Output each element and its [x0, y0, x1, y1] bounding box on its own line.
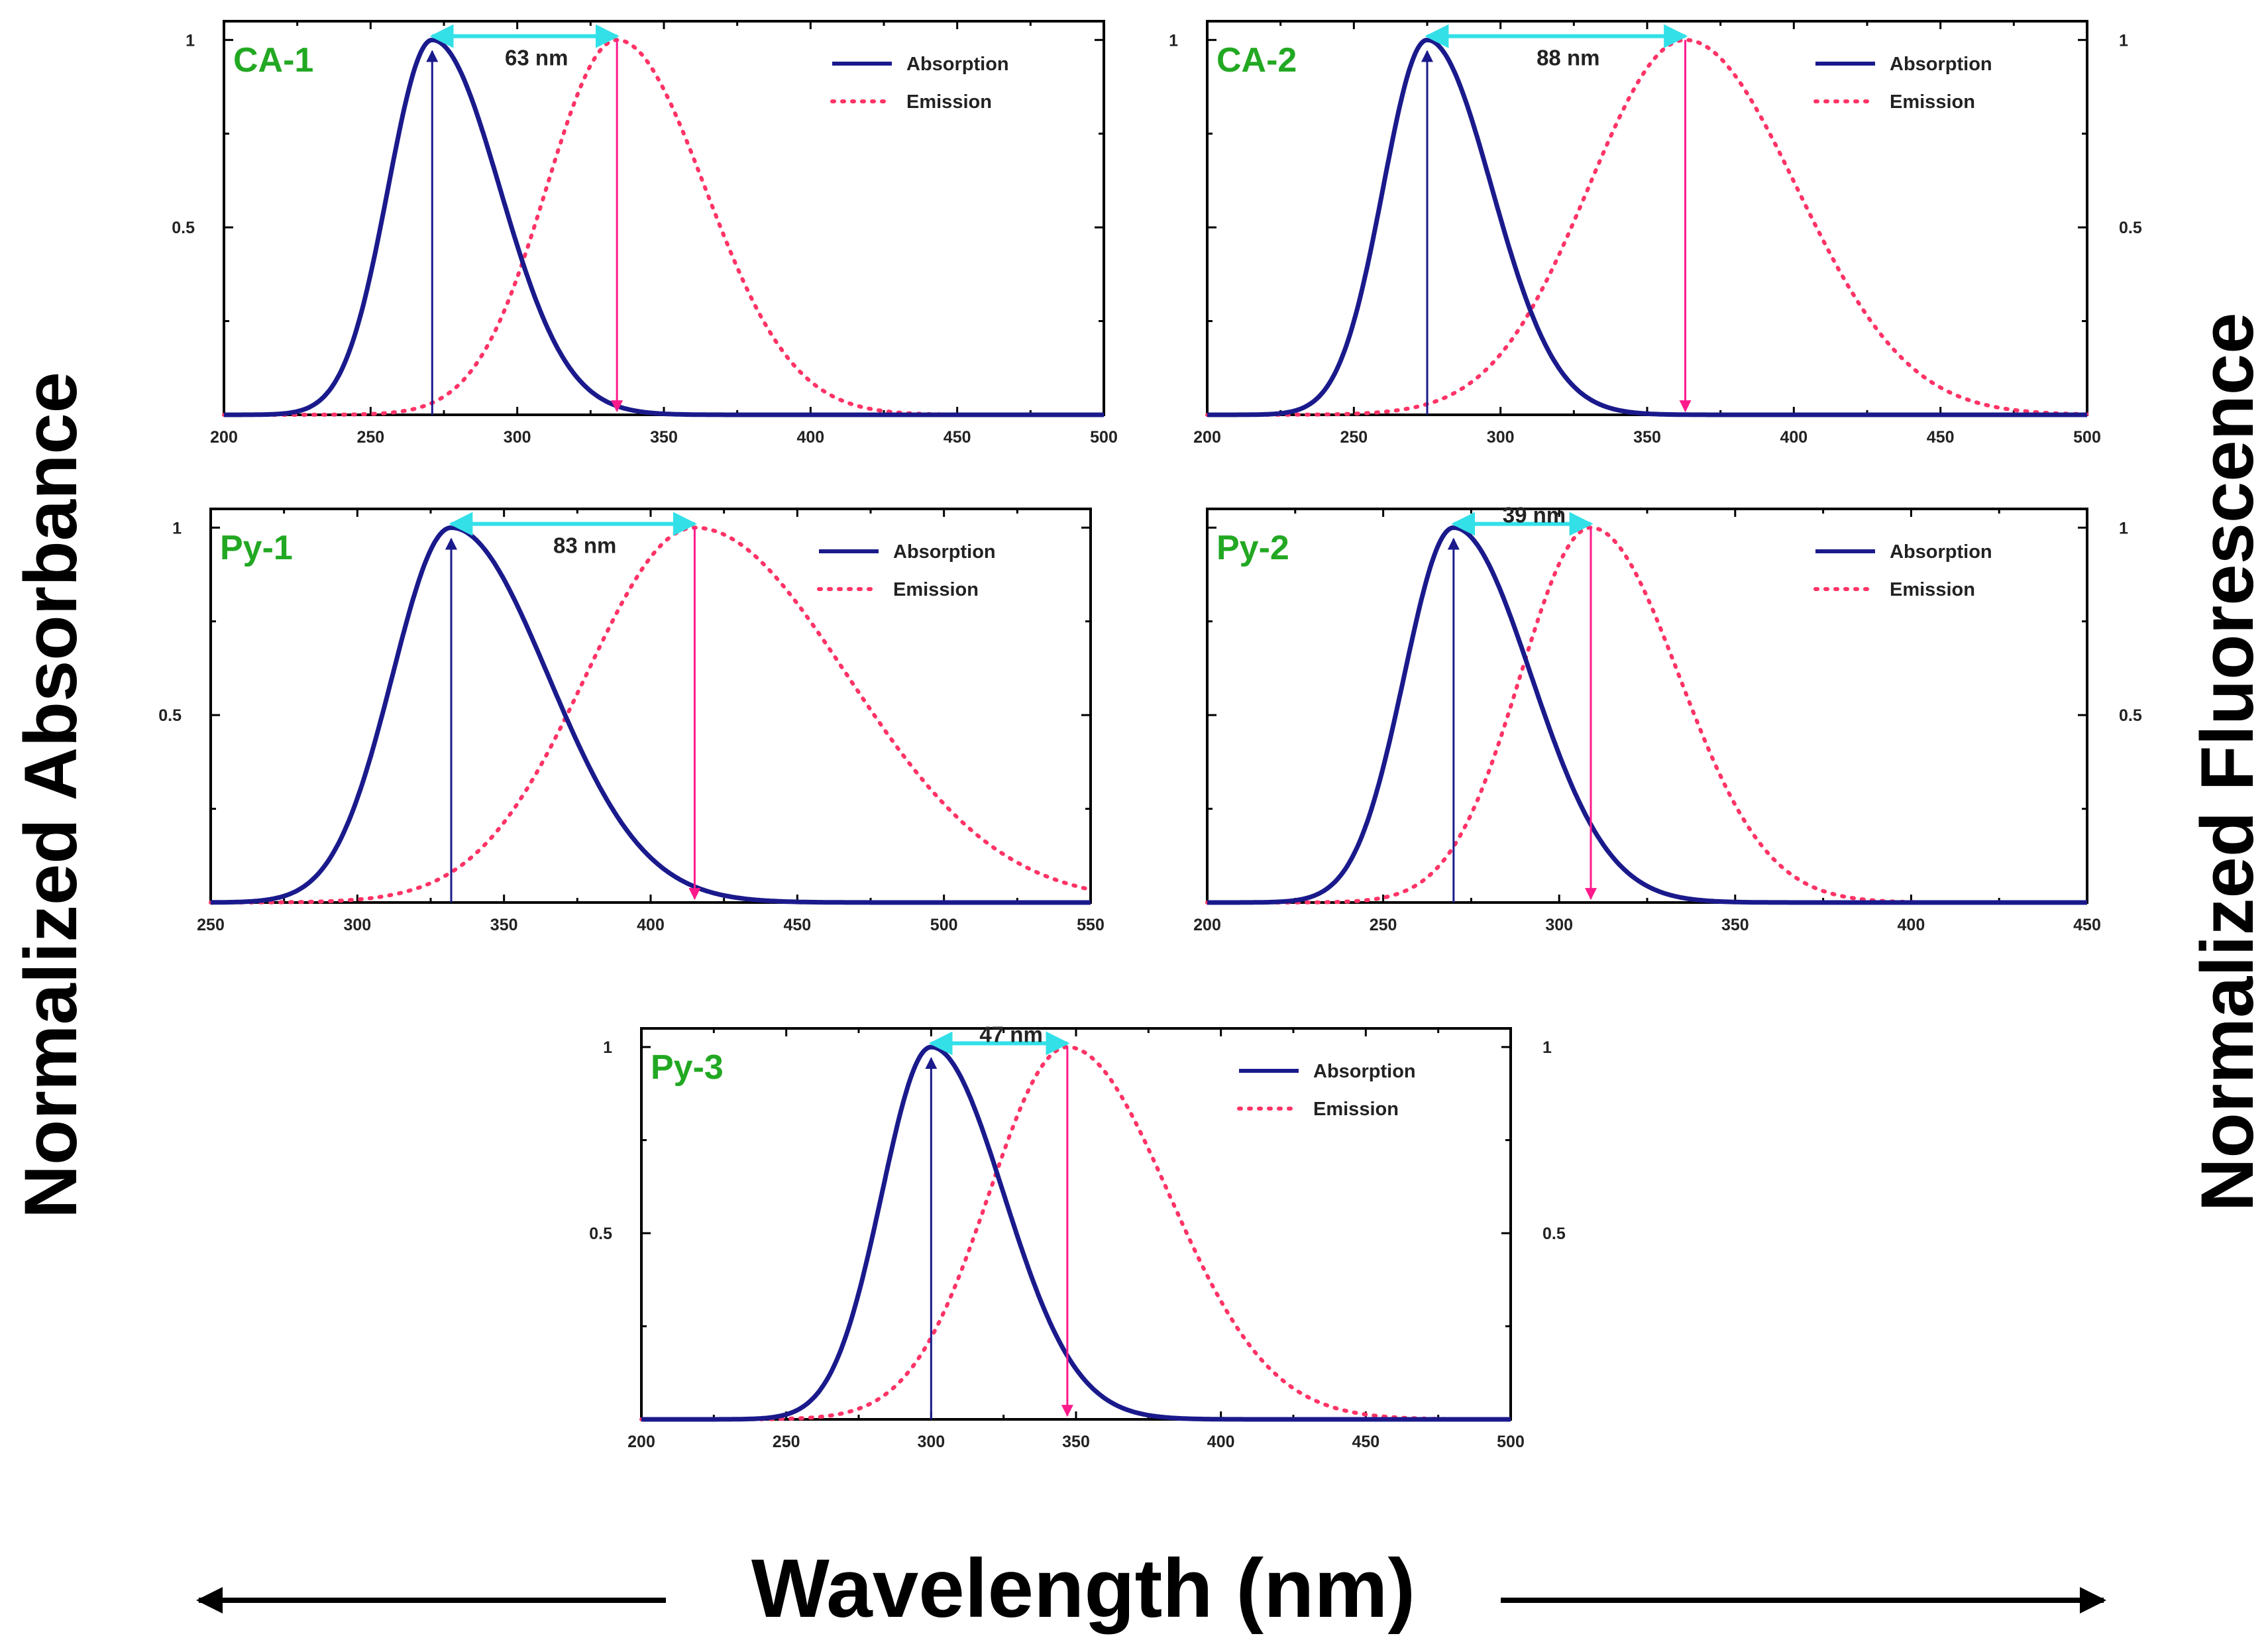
y-tick-label-left: 1 [186, 31, 195, 50]
x-tick-label: 400 [1780, 428, 1808, 447]
x-tick-label: 400 [796, 428, 824, 447]
y-tick-label-right: 0.5 [2119, 219, 2142, 237]
x-tick-label: 350 [1721, 916, 1749, 934]
x-tick-label: 350 [1633, 428, 1661, 447]
panel-title: Py-1 [220, 529, 293, 567]
legend-absorption-label: Absorption [906, 54, 1009, 75]
x-tick-label: 350 [490, 916, 518, 934]
x-tick-label: 200 [1193, 916, 1221, 934]
x-tick-label: 350 [1062, 1433, 1090, 1451]
absorption-series-line [224, 37, 1104, 417]
stokes-shift-label: 88 nm [1537, 46, 1599, 70]
y-tick-label-right: 1 [2119, 519, 2128, 537]
x-tick-label: 250 [197, 916, 225, 934]
chart-panel-py-3: 200 250 300 350 400 450 500 0.5 1 0.5 1 47 nm Py-3 Ab… [589, 1022, 1566, 1451]
y-tick-label-right: 0.5 [1542, 1225, 1566, 1243]
y-tick-label-left: 0.5 [158, 706, 182, 725]
plot-frame [640, 1027, 1512, 1421]
y-tick-label-right: 1 [2119, 31, 2128, 50]
x-tick-label: 500 [1090, 428, 1118, 447]
panel-title: Py-2 [1216, 529, 1289, 567]
x-tick-label: 550 [1077, 916, 1105, 934]
x-tick-label: 400 [1898, 916, 1925, 934]
x-tick-label: 250 [1370, 916, 1397, 934]
plot-frame [1206, 20, 2088, 416]
legend-emission-label: Emission [893, 579, 979, 600]
y-axis-label-left: Normalized Absorbance [9, 372, 92, 1219]
emission-series-line [209, 525, 1093, 904]
chart-panel-py-2: 200 250 300 350 400 450 0.5 1 39 nm Py-2 Absorptio… [1193, 503, 2142, 934]
x-tick-label: 500 [930, 916, 958, 934]
y-tick-label-left: 1 [603, 1038, 612, 1057]
x-tick-label: 500 [1497, 1433, 1525, 1451]
legend-emission-label: Emission [1890, 579, 1975, 600]
x-tick-label: 450 [2073, 916, 2101, 934]
chart-panel-py-1: 250 300 350 400 450 500 550 0.5 1 83 nm Py-1 Absorp… [158, 508, 1105, 934]
stokes-shift-label: 47 nm [979, 1022, 1042, 1046]
absorption-series-line [641, 1044, 1511, 1422]
chart-panel-ca-2: 200 250 300 350 400 450 500 1 0.5 1 88 nm CA-2 Absor… [1169, 20, 2142, 447]
absorption-series-line [1207, 525, 2087, 905]
x-tick-label: 200 [627, 1433, 655, 1451]
x-tick-label: 300 [504, 428, 531, 447]
x-tick-label: 450 [1352, 1433, 1379, 1451]
x-tick-label: 250 [773, 1433, 800, 1451]
legend-absorption-label: Absorption [1890, 54, 1992, 75]
stokes-shift-label: 39 nm [1503, 503, 1566, 527]
x-axis-label: Wavelength (nm) [751, 1543, 1415, 1635]
legend-emission-label: Emission [1313, 1099, 1399, 1120]
x-tick-label: 450 [783, 916, 811, 934]
y-tick-label-left: 0.5 [172, 219, 195, 237]
x-tick-label: 250 [1340, 428, 1368, 447]
absorption-series-line [1207, 37, 2087, 417]
y-tick-label-left: 1 [1169, 31, 1178, 50]
x-tick-label: 500 [2073, 428, 2101, 447]
legend-absorption-label: Absorption [1313, 1061, 1416, 1082]
x-tick-label: 450 [1927, 428, 1955, 447]
plot-frame [223, 20, 1105, 416]
y-tick-label-left: 0.5 [589, 1225, 612, 1243]
x-tick-label: 300 [1487, 428, 1515, 447]
panel-title: CA-2 [1216, 41, 1297, 80]
stokes-shift-label: 83 nm [553, 533, 616, 558]
legend-absorption-label: Absorption [893, 541, 996, 563]
y-axis-label-right: Normalized Fluorescence [2186, 313, 2268, 1212]
x-tick-label: 200 [1193, 428, 1221, 447]
x-tick-label: 400 [1207, 1433, 1235, 1451]
stokes-shift-label: 63 nm [505, 46, 568, 70]
legend-absorption-label: Absorption [1890, 541, 1992, 563]
chart-panels: 200 250 300 350 400 450 500 0.5 1 63 nm CA-1 Absorp… [158, 20, 2142, 1451]
x-tick-label: 350 [650, 428, 678, 447]
absorption-series-line [211, 525, 1091, 905]
legend-emission-label: Emission [906, 91, 992, 113]
x-tick-label: 400 [637, 916, 665, 934]
plot-frame [1206, 508, 2088, 904]
legend-emission-label: Emission [1890, 91, 1975, 113]
x-tick-label: 250 [356, 428, 384, 447]
x-tick-label: 300 [1545, 916, 1573, 934]
emission-series-line [639, 1045, 1513, 1421]
panel-title: CA-1 [233, 41, 313, 80]
chart-panel-ca-1: 200 250 300 350 400 450 500 0.5 1 63 nm CA-1 Absorp… [172, 20, 1118, 447]
emission-series-line [1205, 38, 2089, 417]
y-tick-label-right: 0.5 [2119, 706, 2142, 725]
x-tick-label: 450 [944, 428, 971, 447]
x-tick-label: 300 [343, 916, 371, 934]
y-tick-label-left: 1 [172, 519, 182, 537]
panel-title: Py-3 [651, 1048, 724, 1087]
x-tick-label: 300 [917, 1433, 945, 1451]
plot-frame [209, 508, 1092, 904]
y-tick-label-right: 1 [1542, 1038, 1552, 1057]
x-tick-label: 200 [210, 428, 238, 447]
